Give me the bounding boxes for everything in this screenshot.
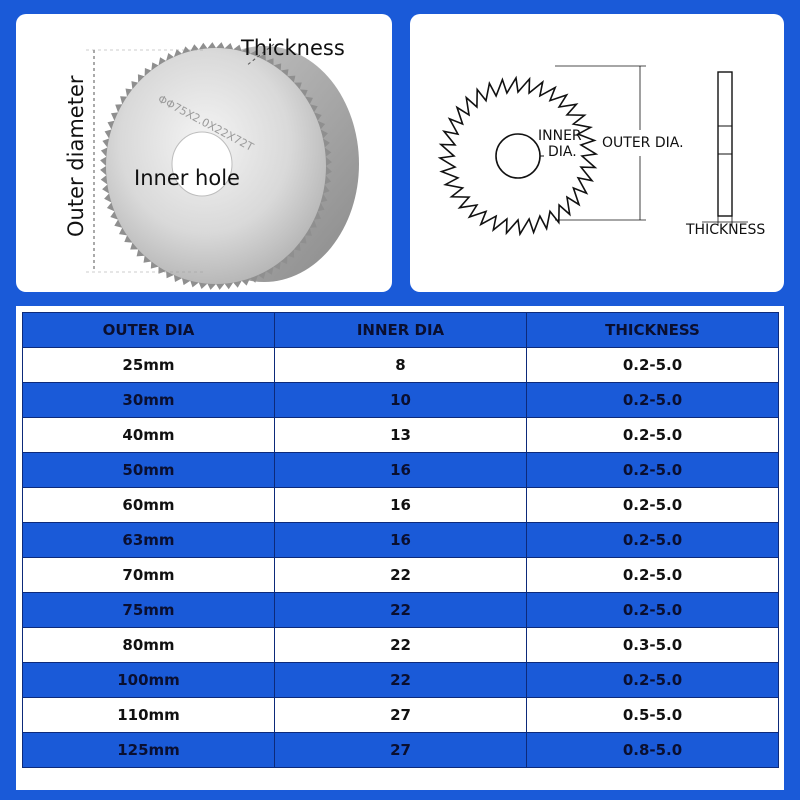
inner-dia-cell: 16 [274,522,527,558]
thickness-cell: 0.2-5.0 [526,557,779,593]
table-body: 25mm 8 0.2-5.0 30mm 10 0.2-5.0 40mm 13 0.2-5.0 50… [22,347,779,768]
thickness-cell: 0.5-5.0 [526,697,779,733]
inner-dia-cell: 27 [274,732,527,768]
thickness-diagram-label: THICKNESS [686,222,766,238]
inner-hole-label: Inner hole [134,166,240,190]
table-row: 110mm 27 0.5-5.0 [22,697,779,733]
product-photo-panel: ΦΦ75X2.0X22X72T Thickness Inner hole Out… [16,14,392,292]
thickness-cell: 0.2-5.0 [526,417,779,453]
blade-diagram [437,65,748,237]
outer-dia-cell: 50mm [22,452,275,488]
table-row: 40mm 13 0.2-5.0 [22,417,779,453]
outer-dia-cell: 125mm [22,732,275,768]
spec-table-container: OUTER DIA INNER DIA THICKNESS 25mm 8 0.2-5… [16,306,784,790]
table-row: 75mm 22 0.2-5.0 [22,592,779,628]
inner-dia-cell: 8 [274,347,527,383]
blade-side-view [717,71,733,217]
saw-blade-photo: ΦΦ75X2.0X22X72T [86,42,359,290]
table-row: 63mm 16 0.2-5.0 [22,522,779,558]
outer-dia-label: OUTER DIA. [602,135,684,151]
header-thickness: THICKNESS [526,312,779,348]
header-outer-dia: OUTER DIA [22,312,275,348]
thickness-cell: 0.2-5.0 [526,347,779,383]
inner-dia-label-line2: DIA. [548,144,577,160]
table-row: 70mm 22 0.2-5.0 [22,557,779,593]
thickness-cell: 0.2-5.0 [526,452,779,488]
table-row: 80mm 22 0.3-5.0 [22,627,779,663]
outer-dia-cell: 80mm [22,627,275,663]
outer-dia-cell: 63mm [22,522,275,558]
thickness-cell: 0.2-5.0 [526,487,779,523]
inner-hole-circle [495,133,541,179]
table-header-row: OUTER DIA INNER DIA THICKNESS [22,312,779,348]
inner-dia-cell: 10 [274,382,527,418]
outer-dia-cell: 60mm [22,487,275,523]
technical-diagram-panel: INNER DIA. OUTER DIA. THICKNESS [410,14,784,292]
table-row: 25mm 8 0.2-5.0 [22,347,779,383]
inner-dia-cell: 16 [274,487,527,523]
thickness-cell: 0.3-5.0 [526,627,779,663]
inner-dia-label-line1: INNER [538,128,582,144]
inner-dia-cell: 22 [274,627,527,663]
thickness-cell: 0.2-5.0 [526,592,779,628]
inner-dia-cell: 22 [274,662,527,698]
outer-dia-cell: 30mm [22,382,275,418]
thickness-cell: 0.2-5.0 [526,382,779,418]
inner-dia-cell: 27 [274,697,527,733]
thickness-cell: 0.8-5.0 [526,732,779,768]
outer-diameter-label: Outer diameter [64,75,88,238]
thickness-label: Thickness [241,36,345,60]
inner-dia-cell: 22 [274,557,527,593]
inner-dia-cell: 16 [274,452,527,488]
outer-dia-cell: 75mm [22,592,275,628]
inner-hole [171,131,233,197]
table-row: 100mm 22 0.2-5.0 [22,662,779,698]
inner-dia-cell: 13 [274,417,527,453]
header-inner-dia: INNER DIA [274,312,527,348]
outer-dia-cell: 110mm [22,697,275,733]
outer-dia-cell: 70mm [22,557,275,593]
table-row: 60mm 16 0.2-5.0 [22,487,779,523]
outer-dia-cell: 25mm [22,347,275,383]
outer-dia-cell: 100mm [22,662,275,698]
saw-outline [437,75,599,237]
thickness-cell: 0.2-5.0 [526,662,779,698]
spec-table: OUTER DIA INNER DIA THICKNESS 25mm 8 0.2-5… [22,312,779,768]
inner-dia-cell: 22 [274,592,527,628]
table-row: 30mm 10 0.2-5.0 [22,382,779,418]
table-row: 125mm 27 0.8-5.0 [22,732,779,768]
table-row: 50mm 16 0.2-5.0 [22,452,779,488]
thickness-cell: 0.2-5.0 [526,522,779,558]
outer-dia-cell: 40mm [22,417,275,453]
